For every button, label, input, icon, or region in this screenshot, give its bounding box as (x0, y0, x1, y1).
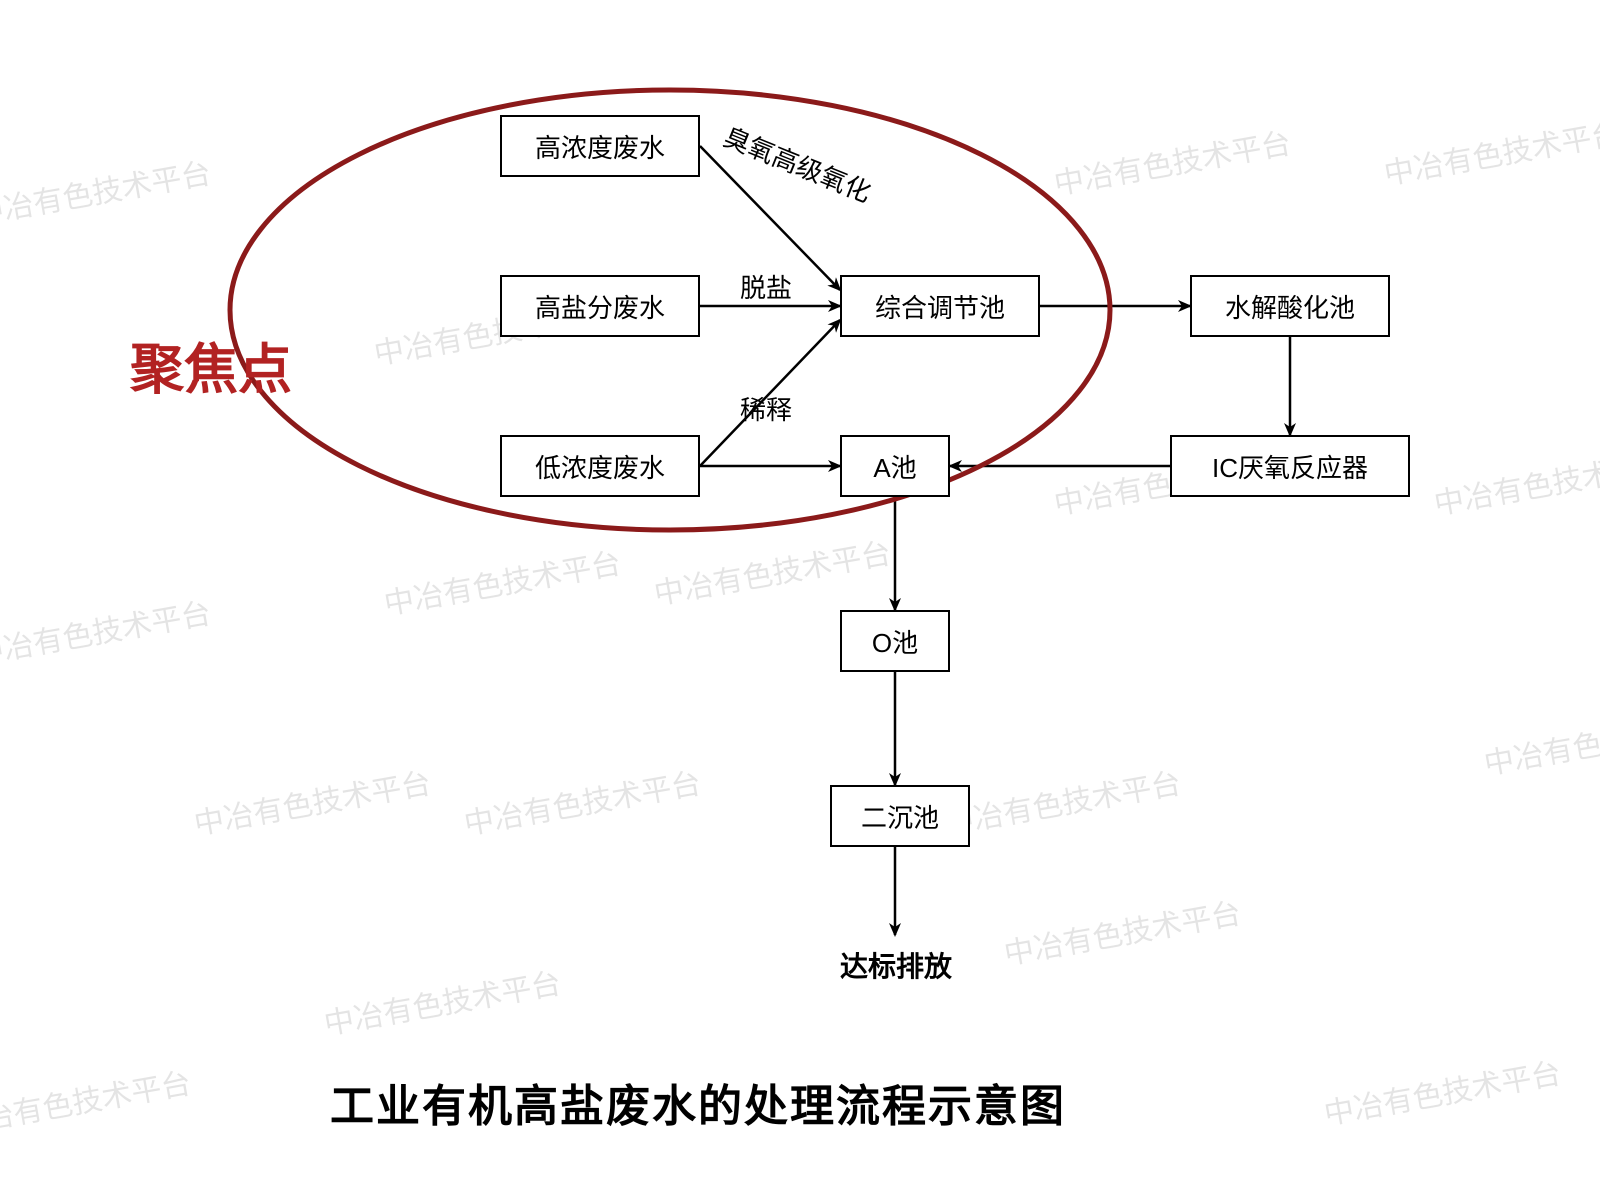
terminal-label: 达标排放 (840, 945, 952, 985)
node-n8: O池 (840, 610, 950, 672)
watermark-5: 中冶有色技术平台 (380, 538, 624, 623)
watermark-15: 中冶有色技术平台 (1000, 888, 1244, 973)
watermark-10: 中冶有色技术平台 (460, 758, 704, 843)
watermark-14: 中冶有色技术平台 (320, 958, 564, 1043)
watermark-16: 中冶有色技术平台 (1320, 1048, 1564, 1133)
node-n6: IC厌氧反应器 (1170, 435, 1410, 497)
watermark-13: 中冶有色技术平台 (0, 1058, 194, 1143)
diagram-caption: 工业有机高盐废水的处理流程示意图 (330, 1070, 1066, 1134)
node-n2: 高盐分废水 (500, 275, 700, 337)
watermark-9: 中冶有色技术平台 (190, 758, 434, 843)
edge-label-2: 稀释 (740, 390, 792, 427)
node-n1: 高浓度废水 (500, 115, 700, 177)
watermark-4: 中冶有色技术平台 (0, 588, 214, 673)
watermark-8: 中冶有色技术平台 (1430, 438, 1600, 523)
watermark-12: 中冶有色技术平台 (1480, 698, 1600, 783)
edge-label-0: 臭氧高级氧化 (719, 117, 878, 210)
watermark-0: 中冶有色技术平台 (0, 148, 214, 233)
diagram-canvas: 中冶有色技术平台中冶有色技术平台中冶有色技术平台中冶有色技术平台中冶有色技术平台… (0, 0, 1600, 1200)
watermark-11: 中冶有色技术平台 (940, 758, 1184, 843)
node-n5: 水解酸化池 (1190, 275, 1390, 337)
watermark-2: 中冶有色技术平台 (1050, 118, 1294, 203)
edge-label-1: 脱盐 (740, 268, 792, 305)
node-n9: 二沉池 (830, 785, 970, 847)
node-n4: 综合调节池 (840, 275, 1040, 337)
node-n3: 低浓度废水 (500, 435, 700, 497)
watermark-3: 中冶有色技术平台 (1380, 108, 1600, 193)
node-n7: A池 (840, 435, 950, 497)
watermark-6: 中冶有色技术平台 (650, 528, 894, 613)
focus-label: 聚焦点 (130, 325, 292, 404)
